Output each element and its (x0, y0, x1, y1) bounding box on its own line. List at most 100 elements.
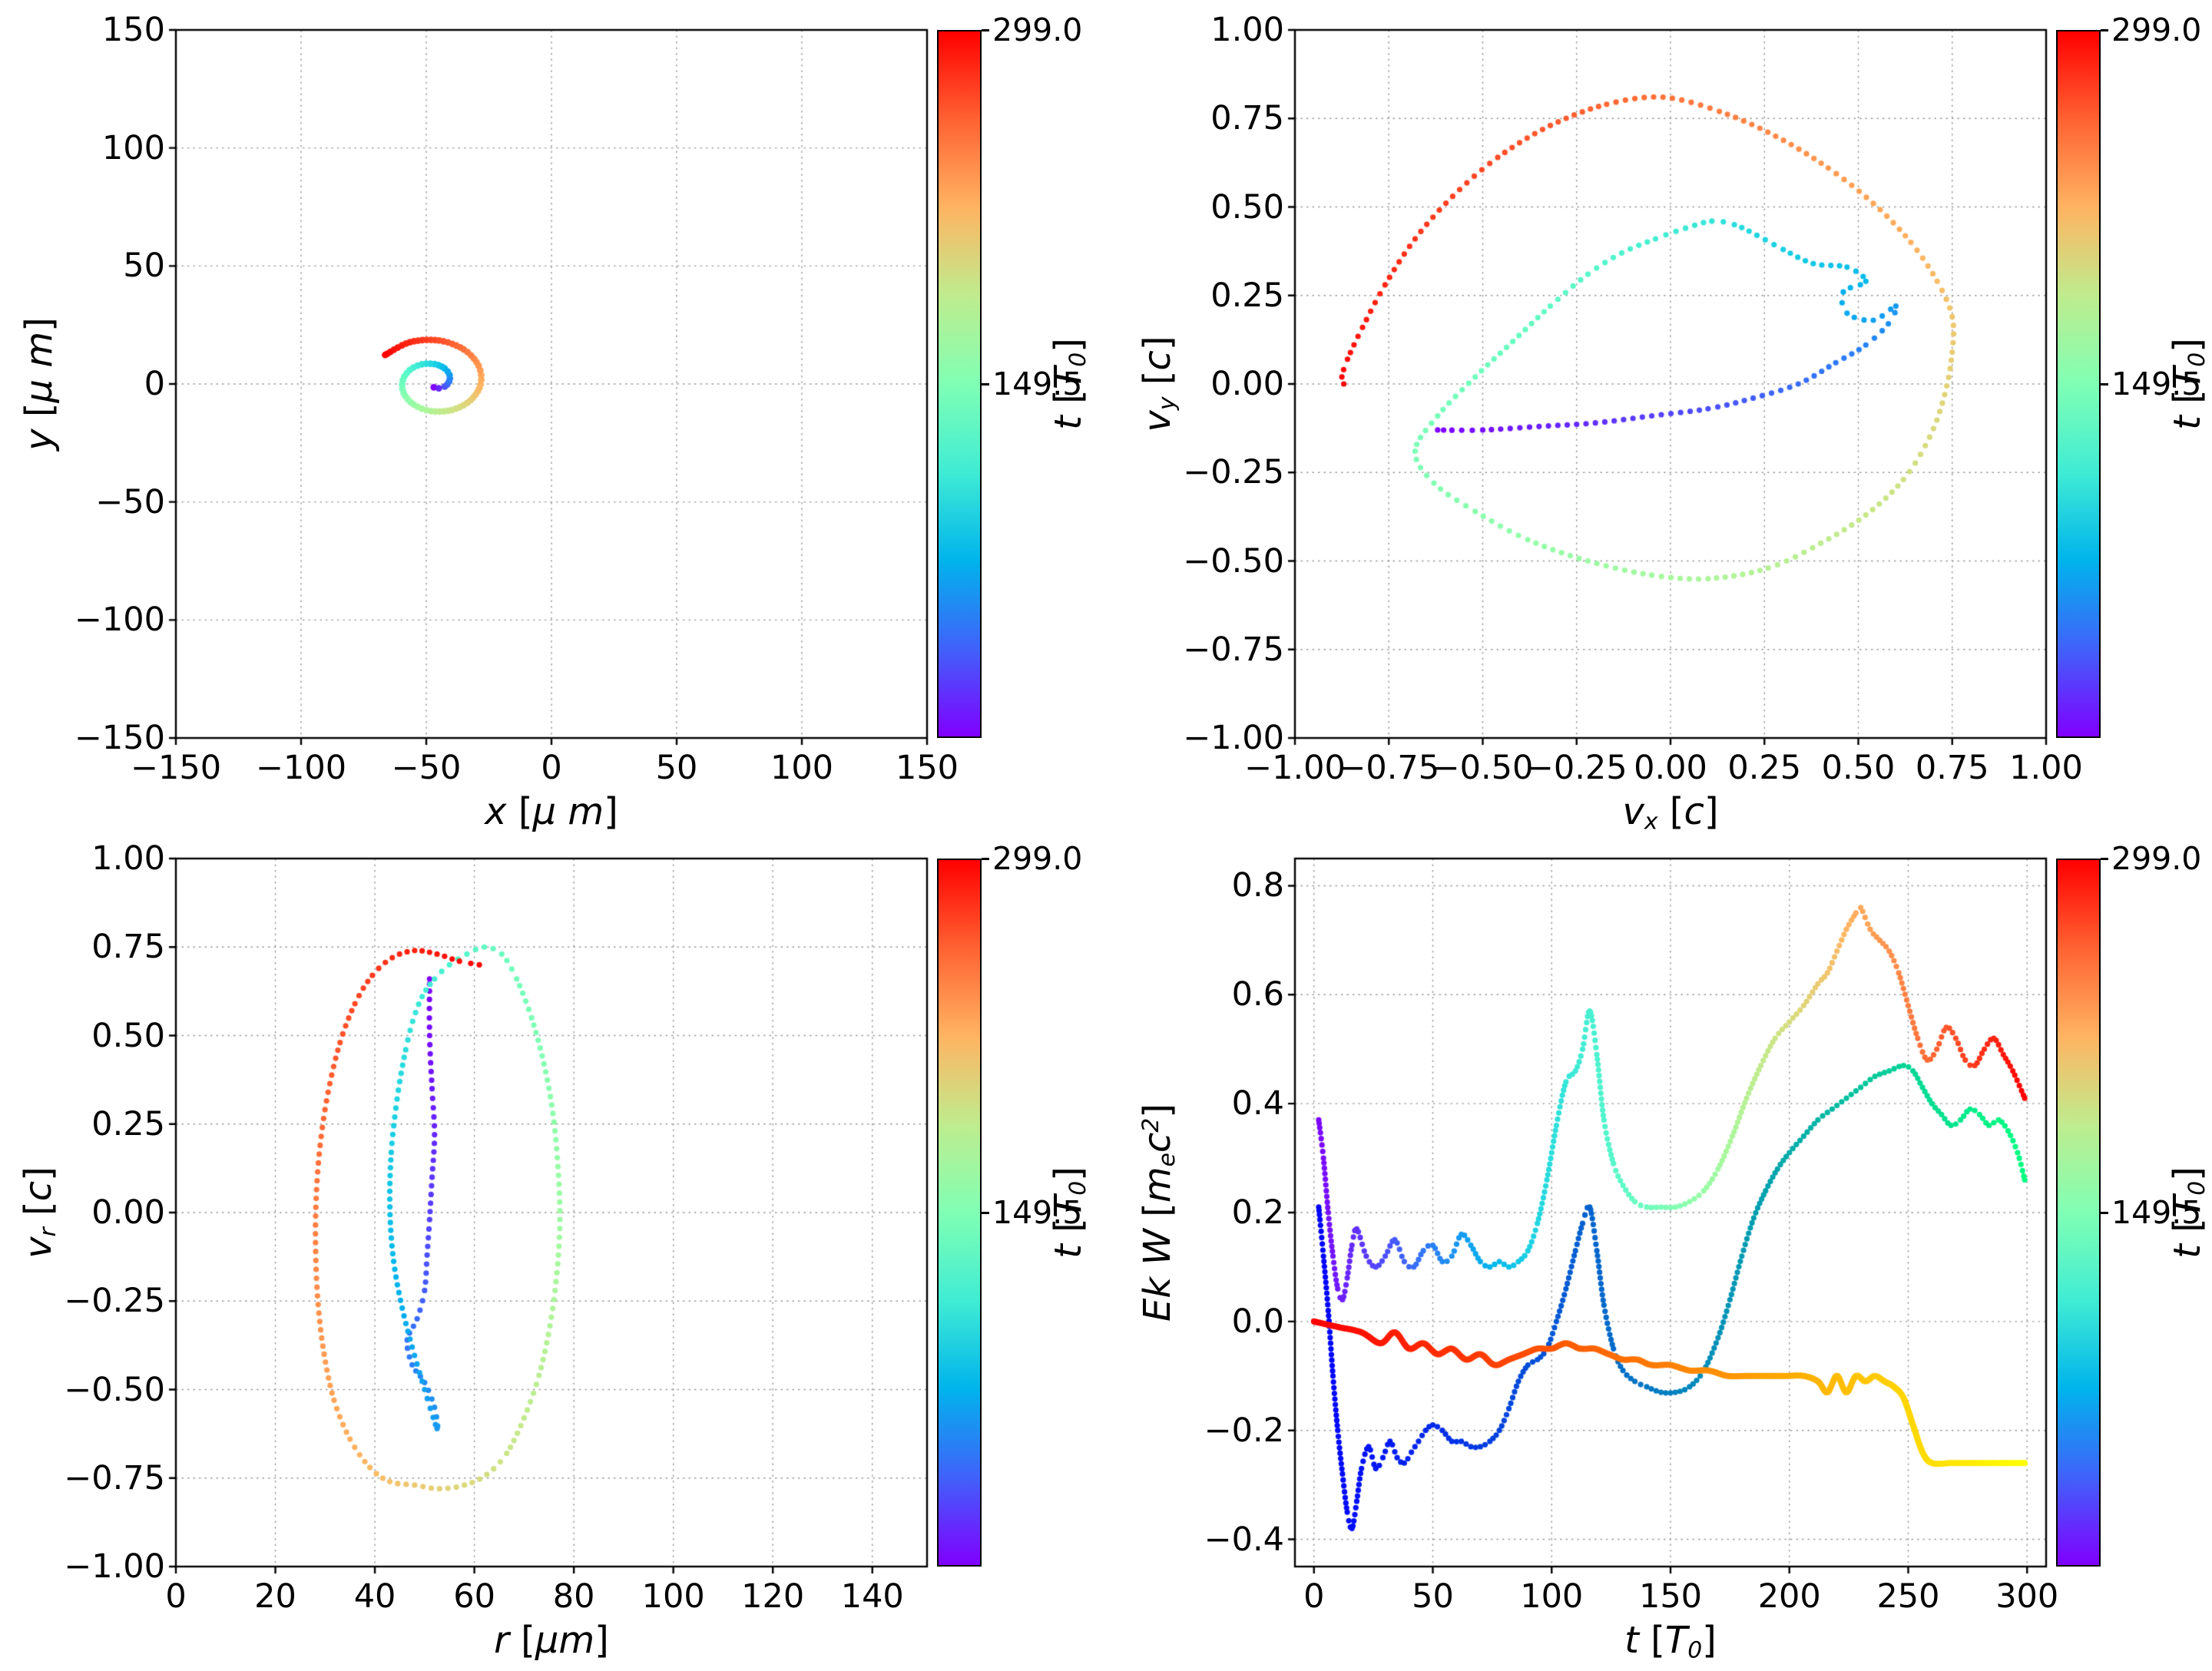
label-segment: ] (594, 1619, 609, 1662)
y-tick-label: 0.25 (1210, 276, 1284, 315)
label-segment: [ (1046, 1218, 1090, 1245)
x-tick-label: 120 (741, 1577, 805, 1616)
label-segment: ] (16, 1166, 60, 1181)
y-tick-label: 0.25 (91, 1104, 165, 1143)
x-tick-label: 40 (353, 1577, 396, 1616)
y-tick-label: 0.0 (1231, 1302, 1284, 1341)
y-tick-label: 50 (123, 247, 165, 286)
x-tick-label: 50 (655, 749, 698, 787)
label-segment: ] (1135, 1104, 1179, 1118)
xy-colorbar (937, 30, 982, 738)
y-tick-label: 0.00 (1210, 365, 1284, 403)
label-segment: r (494, 1619, 509, 1662)
y-tick-label: 0.00 (91, 1193, 165, 1232)
vxvy-plot-canvas (1283, 18, 2058, 750)
label-segment: μ m (18, 331, 61, 403)
label-segment: ] (1702, 1619, 1717, 1662)
x-tick-label: −0.25 (1525, 749, 1628, 787)
x-tick-label: 0.25 (1727, 749, 1802, 787)
y-tick-label: 0.8 (1231, 866, 1284, 905)
x-tick-label: 0.50 (1821, 749, 1896, 787)
label-segment: v (1622, 790, 1644, 833)
y-tick-label: 1.00 (1210, 11, 1284, 49)
label-segment: c (16, 1180, 60, 1202)
x-tick-label: 50 (1412, 1577, 1454, 1616)
y-tick-label: 0.4 (1231, 1084, 1284, 1123)
label-segment: c (1684, 790, 1704, 833)
y-tick-label: 150 (101, 11, 165, 49)
label-segment: v (16, 1236, 60, 1259)
label-segment: t (2165, 1244, 2209, 1259)
label-segment: 0 (2184, 1180, 2211, 1196)
label-segment: x (1644, 808, 1658, 836)
colorbar-tick-label: 299.0 (2111, 12, 2202, 48)
colorbar-tick-label: 299.0 (992, 840, 1083, 877)
energy-colorbar-label: t [T0] (2166, 1166, 2210, 1259)
label-segment: μm (535, 1619, 595, 1662)
label-segment: ] (2165, 338, 2209, 352)
label-segment: 0 (1687, 1636, 1703, 1664)
y-tick-label: 100 (101, 128, 165, 167)
xy-x-axis-label: x [μ m] (485, 790, 618, 833)
rvr-plot-canvas (164, 846, 939, 1579)
x-tick-label: −150 (130, 749, 222, 787)
x-tick-label: 0.00 (1634, 749, 1707, 787)
x-tick-label: 60 (453, 1577, 495, 1616)
label-segment: μ m (532, 790, 604, 833)
label-segment: t (1624, 1619, 1639, 1662)
colorbar-tick-label: 149.5 (992, 1194, 1083, 1231)
colorbar-tick-mark (2101, 857, 2108, 860)
colorbar-tick-label: 299.0 (992, 12, 1083, 48)
label-segment: 2 (1137, 1117, 1165, 1133)
xy-colorbar-label: t [T0] (1047, 338, 1091, 430)
colorbar-tick-mark (2101, 1211, 2108, 1214)
y-tick-label: −0.50 (1183, 541, 1284, 581)
y-tick-label: −0.2 (1204, 1411, 1284, 1450)
rvr-colorbar-label: t [T0] (1047, 1166, 1091, 1259)
label-segment: ] (18, 317, 61, 332)
colorbar-tick-mark (982, 857, 989, 860)
vxvy-y-axis-label: vy [c] (1136, 336, 1181, 432)
x-tick-label: −50 (391, 749, 462, 787)
energy-x-axis-label: t [T0] (1624, 1619, 1717, 1663)
x-tick-label: 100 (770, 749, 834, 787)
label-segment: T (1046, 1195, 1090, 1219)
colorbar-tick-label: 149.5 (2111, 1194, 2202, 1231)
label-segment: ] (1704, 790, 1719, 833)
y-tick-label: −50 (95, 482, 165, 521)
label-segment: [ (16, 1201, 60, 1228)
x-tick-label: 1.00 (2009, 749, 2083, 787)
label-segment: [ (508, 1619, 535, 1662)
label-segment: r (35, 1227, 62, 1237)
label-segment: x (485, 790, 507, 833)
x-tick-label: 0.75 (1915, 749, 1989, 787)
xy-plot-canvas (164, 18, 939, 750)
label-segment: Ek W (1135, 1229, 1179, 1322)
x-tick-label: 80 (552, 1577, 595, 1616)
y-tick-label: −0.75 (1183, 630, 1284, 669)
label-segment: ] (604, 790, 618, 833)
colorbar-tick-mark (2101, 28, 2108, 31)
label-segment: [ (1135, 1203, 1179, 1229)
x-tick-label: −0.50 (1432, 749, 1534, 787)
colorbar-tick-mark (982, 1211, 989, 1214)
y-tick-label: 0.75 (91, 928, 165, 967)
rvr-x-axis-label: r [μm] (494, 1619, 609, 1662)
xy-y-axis-label: y [μ m] (18, 317, 61, 451)
y-tick-label: −1.00 (64, 1547, 165, 1586)
x-tick-label: 250 (1876, 1577, 1940, 1616)
rvr-colorbar (937, 859, 982, 1567)
label-segment: e (1154, 1153, 1181, 1167)
label-segment: y (1154, 396, 1181, 411)
x-tick-label: 0 (1303, 1577, 1325, 1616)
colorbar-tick-label: 149.5 (2111, 366, 2202, 402)
y-tick-label: −0.25 (1183, 453, 1284, 492)
colorbar-tick-label: 299.0 (2111, 840, 2202, 877)
y-tick-label: −0.4 (1204, 1520, 1284, 1559)
label-segment: T (2165, 1195, 2209, 1219)
label-segment: [ (1046, 389, 1090, 416)
x-tick-label: 200 (1757, 1577, 1821, 1616)
y-tick-label: −1.00 (1183, 719, 1284, 757)
y-tick-label: 0.50 (91, 1016, 165, 1055)
energy-colorbar (2056, 859, 2101, 1567)
